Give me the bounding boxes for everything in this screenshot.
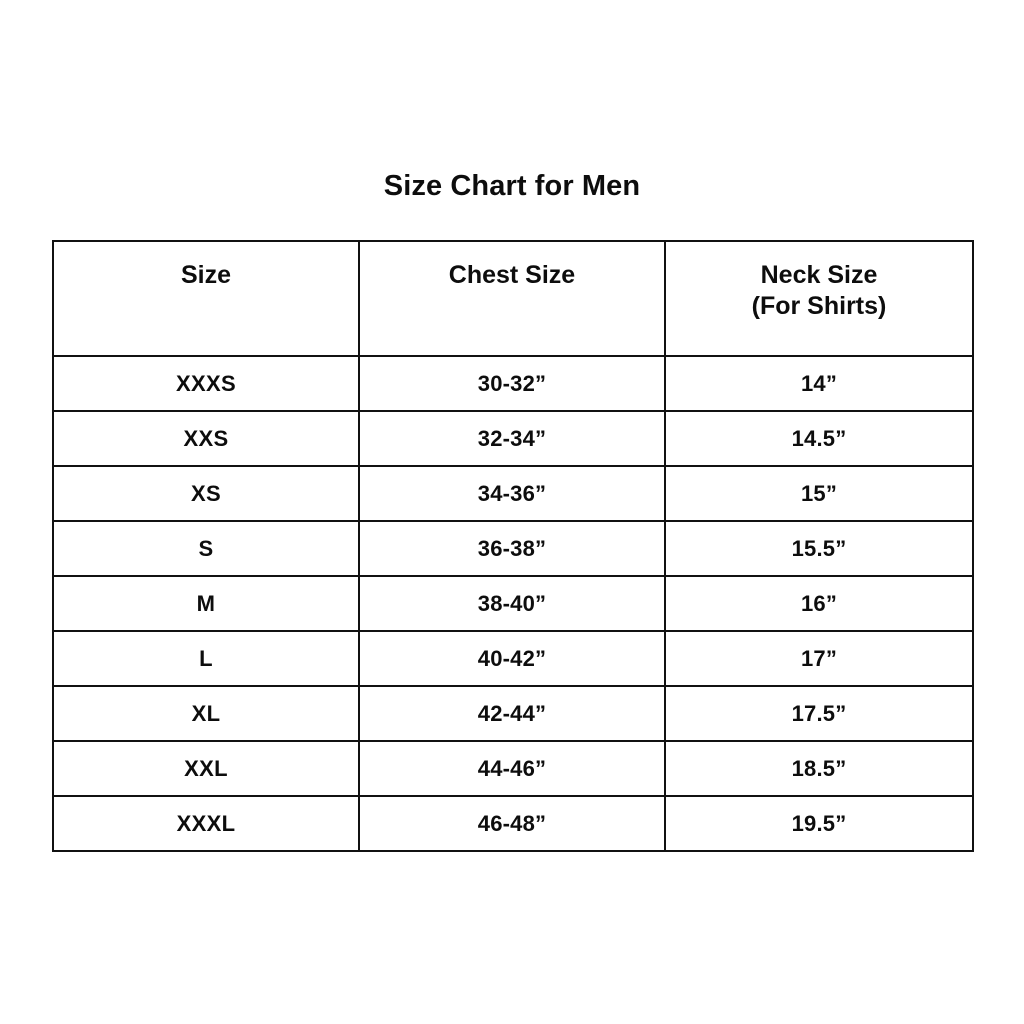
table-row: XXXL 46-48” 19.5” [52,795,974,852]
cell-chest-size: 30-32” [358,355,666,412]
table-row: M 38-40” 16” [52,575,974,632]
cell-neck-size: 15.5” [664,520,974,577]
table-body: XXXS 30-32” 14” XXS 32-34” 14.5” XS 34-36” 15” S 3… [52,355,974,852]
cell-size: XS [52,465,360,522]
cell-size: L [52,630,360,687]
column-header-chest-size-label: Chest Size [448,261,576,289]
cell-chest-size: 40-42” [358,630,666,687]
cell-neck-size: 17” [664,630,974,687]
column-header-neck-size: Neck Size (For Shirts) [664,240,974,357]
cell-neck-size: 14” [664,355,974,412]
cell-size: M [52,575,360,632]
table-header: Size Chest Size Neck Size (For Shirts) [52,240,974,357]
cell-chest-size: 44-46” [358,740,666,797]
cell-size: XXXS [52,355,360,412]
cell-size: S [52,520,360,577]
table-header-row: Size Chest Size Neck Size (For Shirts) [52,240,974,357]
cell-chest-size: 34-36” [358,465,666,522]
cell-neck-size: 14.5” [664,410,974,467]
cell-chest-size: 42-44” [358,685,666,742]
cell-size: XXXL [52,795,360,852]
page-title: Size Chart for Men [383,170,641,202]
cell-neck-size: 17.5” [664,685,974,742]
cell-neck-size: 15” [664,465,974,522]
table-row: XXXS 30-32” 14” [52,355,974,412]
cell-size: XL [52,685,360,742]
table-row: XL 42-44” 17.5” [52,685,974,742]
column-header-size-label: Size [180,261,232,289]
cell-chest-size: 46-48” [358,795,666,852]
size-chart-table: Size Chest Size Neck Size (For Shirts) X… [52,240,974,852]
table-row: XXS 32-34” 14.5” [52,410,974,467]
table-row: L 40-42” 17” [52,630,974,687]
table-row: S 36-38” 15.5” [52,520,974,577]
column-header-size: Size [52,240,360,357]
cell-neck-size: 16” [664,575,974,632]
cell-size: XXL [52,740,360,797]
cell-chest-size: 38-40” [358,575,666,632]
table-row: XXL 44-46” 18.5” [52,740,974,797]
cell-chest-size: 32-34” [358,410,666,467]
cell-neck-size: 18.5” [664,740,974,797]
cell-chest-size: 36-38” [358,520,666,577]
column-header-neck-size-label: Neck Size [760,261,878,289]
column-header-chest-size: Chest Size [358,240,666,357]
column-header-neck-size-sublabel: (For Shirts) [751,292,887,320]
table-row: XS 34-36” 15” [52,465,974,522]
cell-neck-size: 19.5” [664,795,974,852]
cell-size: XXS [52,410,360,467]
